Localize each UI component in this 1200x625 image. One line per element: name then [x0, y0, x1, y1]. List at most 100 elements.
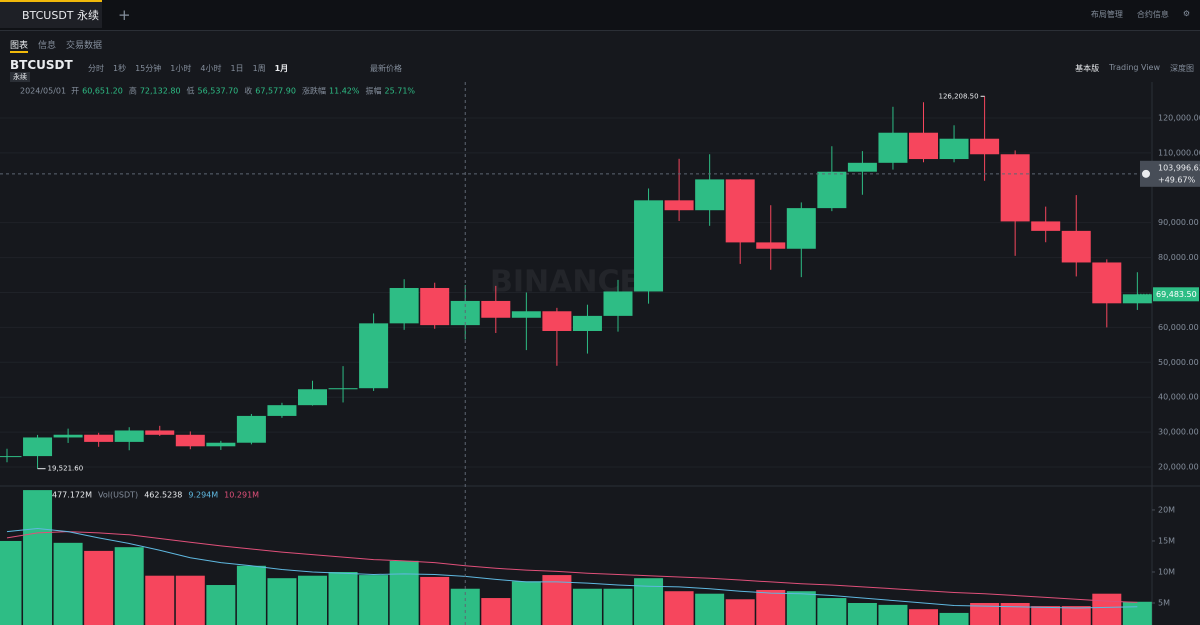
- candle-body: [145, 430, 175, 435]
- candle-body: [572, 315, 602, 331]
- volume-legend: 10.291M: [224, 491, 259, 500]
- candle-body: [359, 323, 389, 389]
- volume-bar: [1092, 593, 1122, 625]
- interval[interactable]: 1日: [230, 64, 244, 73]
- y-tick-label: 120,000.00: [1158, 113, 1200, 122]
- high-label: 126,208.50: [939, 92, 979, 100]
- candle-body: [23, 437, 53, 457]
- info-value: 60,651.20: [82, 87, 123, 96]
- info-label: 振幅: [366, 86, 382, 96]
- volume-tick-label: 20M: [1158, 505, 1175, 514]
- subtab[interactable]: 图表: [10, 38, 29, 53]
- candle-body: [634, 200, 664, 292]
- info-label: 涨跌幅: [302, 86, 326, 96]
- candle-body: [1000, 154, 1030, 222]
- candle-body: [511, 311, 541, 318]
- candle-body: [603, 291, 633, 316]
- view[interactable]: Trading View: [1109, 63, 1160, 72]
- candle-body: [817, 171, 847, 209]
- candle-body: [756, 242, 786, 249]
- y-tick-label: 20,000.00: [1158, 463, 1199, 472]
- volume-bar: [725, 599, 755, 625]
- y-tick-label: 30,000.00: [1158, 428, 1199, 437]
- info-value: 11.42%: [329, 87, 360, 96]
- view[interactable]: 基本版: [1075, 64, 1100, 73]
- volume-bar: [878, 604, 908, 625]
- candle-body: [114, 430, 144, 442]
- candle-body: [420, 287, 450, 326]
- volume-bar: [0, 540, 22, 625]
- interval[interactable]: 1周: [252, 64, 266, 73]
- views: 基本版 Trading View 深度图: [1075, 63, 1194, 74]
- top-right: 布局管理 合约信息 ⚙: [1091, 9, 1190, 20]
- volume-bar: [756, 589, 786, 625]
- contract-info[interactable]: 合约信息: [1136, 10, 1169, 19]
- candle-body: [939, 138, 969, 160]
- volume-tick-label: 10M: [1158, 567, 1175, 576]
- info-date: 2024/05/01: [20, 87, 66, 96]
- candle-body: [206, 442, 236, 447]
- volume-bar: [817, 598, 847, 625]
- candle-body: [298, 389, 327, 406]
- volume-legend: 462.5238: [144, 491, 182, 500]
- volume-bar: [847, 603, 877, 625]
- interval[interactable]: 1月: [274, 64, 289, 73]
- candle-body: [236, 415, 266, 443]
- subtab[interactable]: 交易数据: [66, 41, 103, 51]
- candle-body: [481, 300, 511, 318]
- info-label: 收: [244, 86, 252, 96]
- volume-bar: [970, 603, 1000, 625]
- volume-bar: [175, 575, 205, 625]
- interval[interactable]: 1小时: [170, 64, 192, 73]
- volume-bar: [114, 547, 144, 625]
- volume-bar: [359, 575, 389, 625]
- volume-bar: [511, 581, 541, 625]
- symbol[interactable]: BTCUSDT: [10, 58, 73, 72]
- candle-body: [664, 200, 694, 211]
- layout-menu[interactable]: 布局管理: [1090, 10, 1123, 19]
- interval[interactable]: 1秒: [113, 64, 127, 73]
- last-price-box: [1153, 287, 1199, 302]
- volume-bar: [572, 588, 602, 625]
- volume-bar: [634, 578, 664, 625]
- volume-legend: 477.172M: [52, 491, 92, 500]
- volume-tick-label: 15M: [1158, 536, 1175, 545]
- candle-body: [53, 434, 83, 438]
- add-tab[interactable]: +: [118, 6, 131, 24]
- y-tick-label: 60,000.00: [1158, 323, 1199, 332]
- candle-body: [175, 434, 205, 447]
- info-value: 25.71%: [385, 87, 416, 96]
- candle-body: [1122, 294, 1152, 304]
- candle-body: [786, 208, 816, 249]
- volume-bar: [542, 575, 572, 625]
- view[interactable]: 深度图: [1170, 64, 1194, 73]
- candle-body: [328, 388, 358, 390]
- add-icon: [1142, 169, 1150, 178]
- volume-bar: [389, 560, 419, 625]
- intervals: 分时 1秒 15分钟 1小时 4小时 1日 1周 1月: [88, 63, 288, 74]
- y-tick-label: 50,000.00: [1158, 358, 1199, 367]
- last-price-label: 69,483.50: [1156, 290, 1197, 299]
- candle-body: [389, 287, 419, 324]
- low-label: 19,521.60: [48, 465, 84, 473]
- price-type[interactable]: 最新价格: [370, 64, 402, 73]
- subtab[interactable]: 信息: [38, 41, 57, 51]
- info-label: 高: [129, 86, 137, 96]
- volume-bar: [267, 578, 297, 625]
- interval[interactable]: 15分钟: [135, 64, 162, 73]
- volume-bar: [298, 575, 327, 625]
- interval[interactable]: 4小时: [200, 64, 222, 73]
- ma-line: [6, 531, 1138, 603]
- interval[interactable]: 分时: [88, 64, 104, 73]
- volume-bar: [236, 565, 266, 625]
- icon[interactable]: ⚙: [1182, 9, 1190, 18]
- candle-body: [1092, 262, 1122, 304]
- top-bar: BTCUSDT 永续 + 布局管理 合约信息 ⚙: [0, 0, 1200, 31]
- symbol-tab[interactable]: BTCUSDT 永续: [0, 0, 102, 28]
- info-value: 56,537.70: [198, 87, 239, 96]
- info-value: 67,577.90: [255, 87, 296, 96]
- y-tick-label: 40,000.00: [1158, 393, 1199, 402]
- crosshair-change: +49.67%: [1158, 175, 1196, 184]
- candle-body: [1031, 221, 1061, 231]
